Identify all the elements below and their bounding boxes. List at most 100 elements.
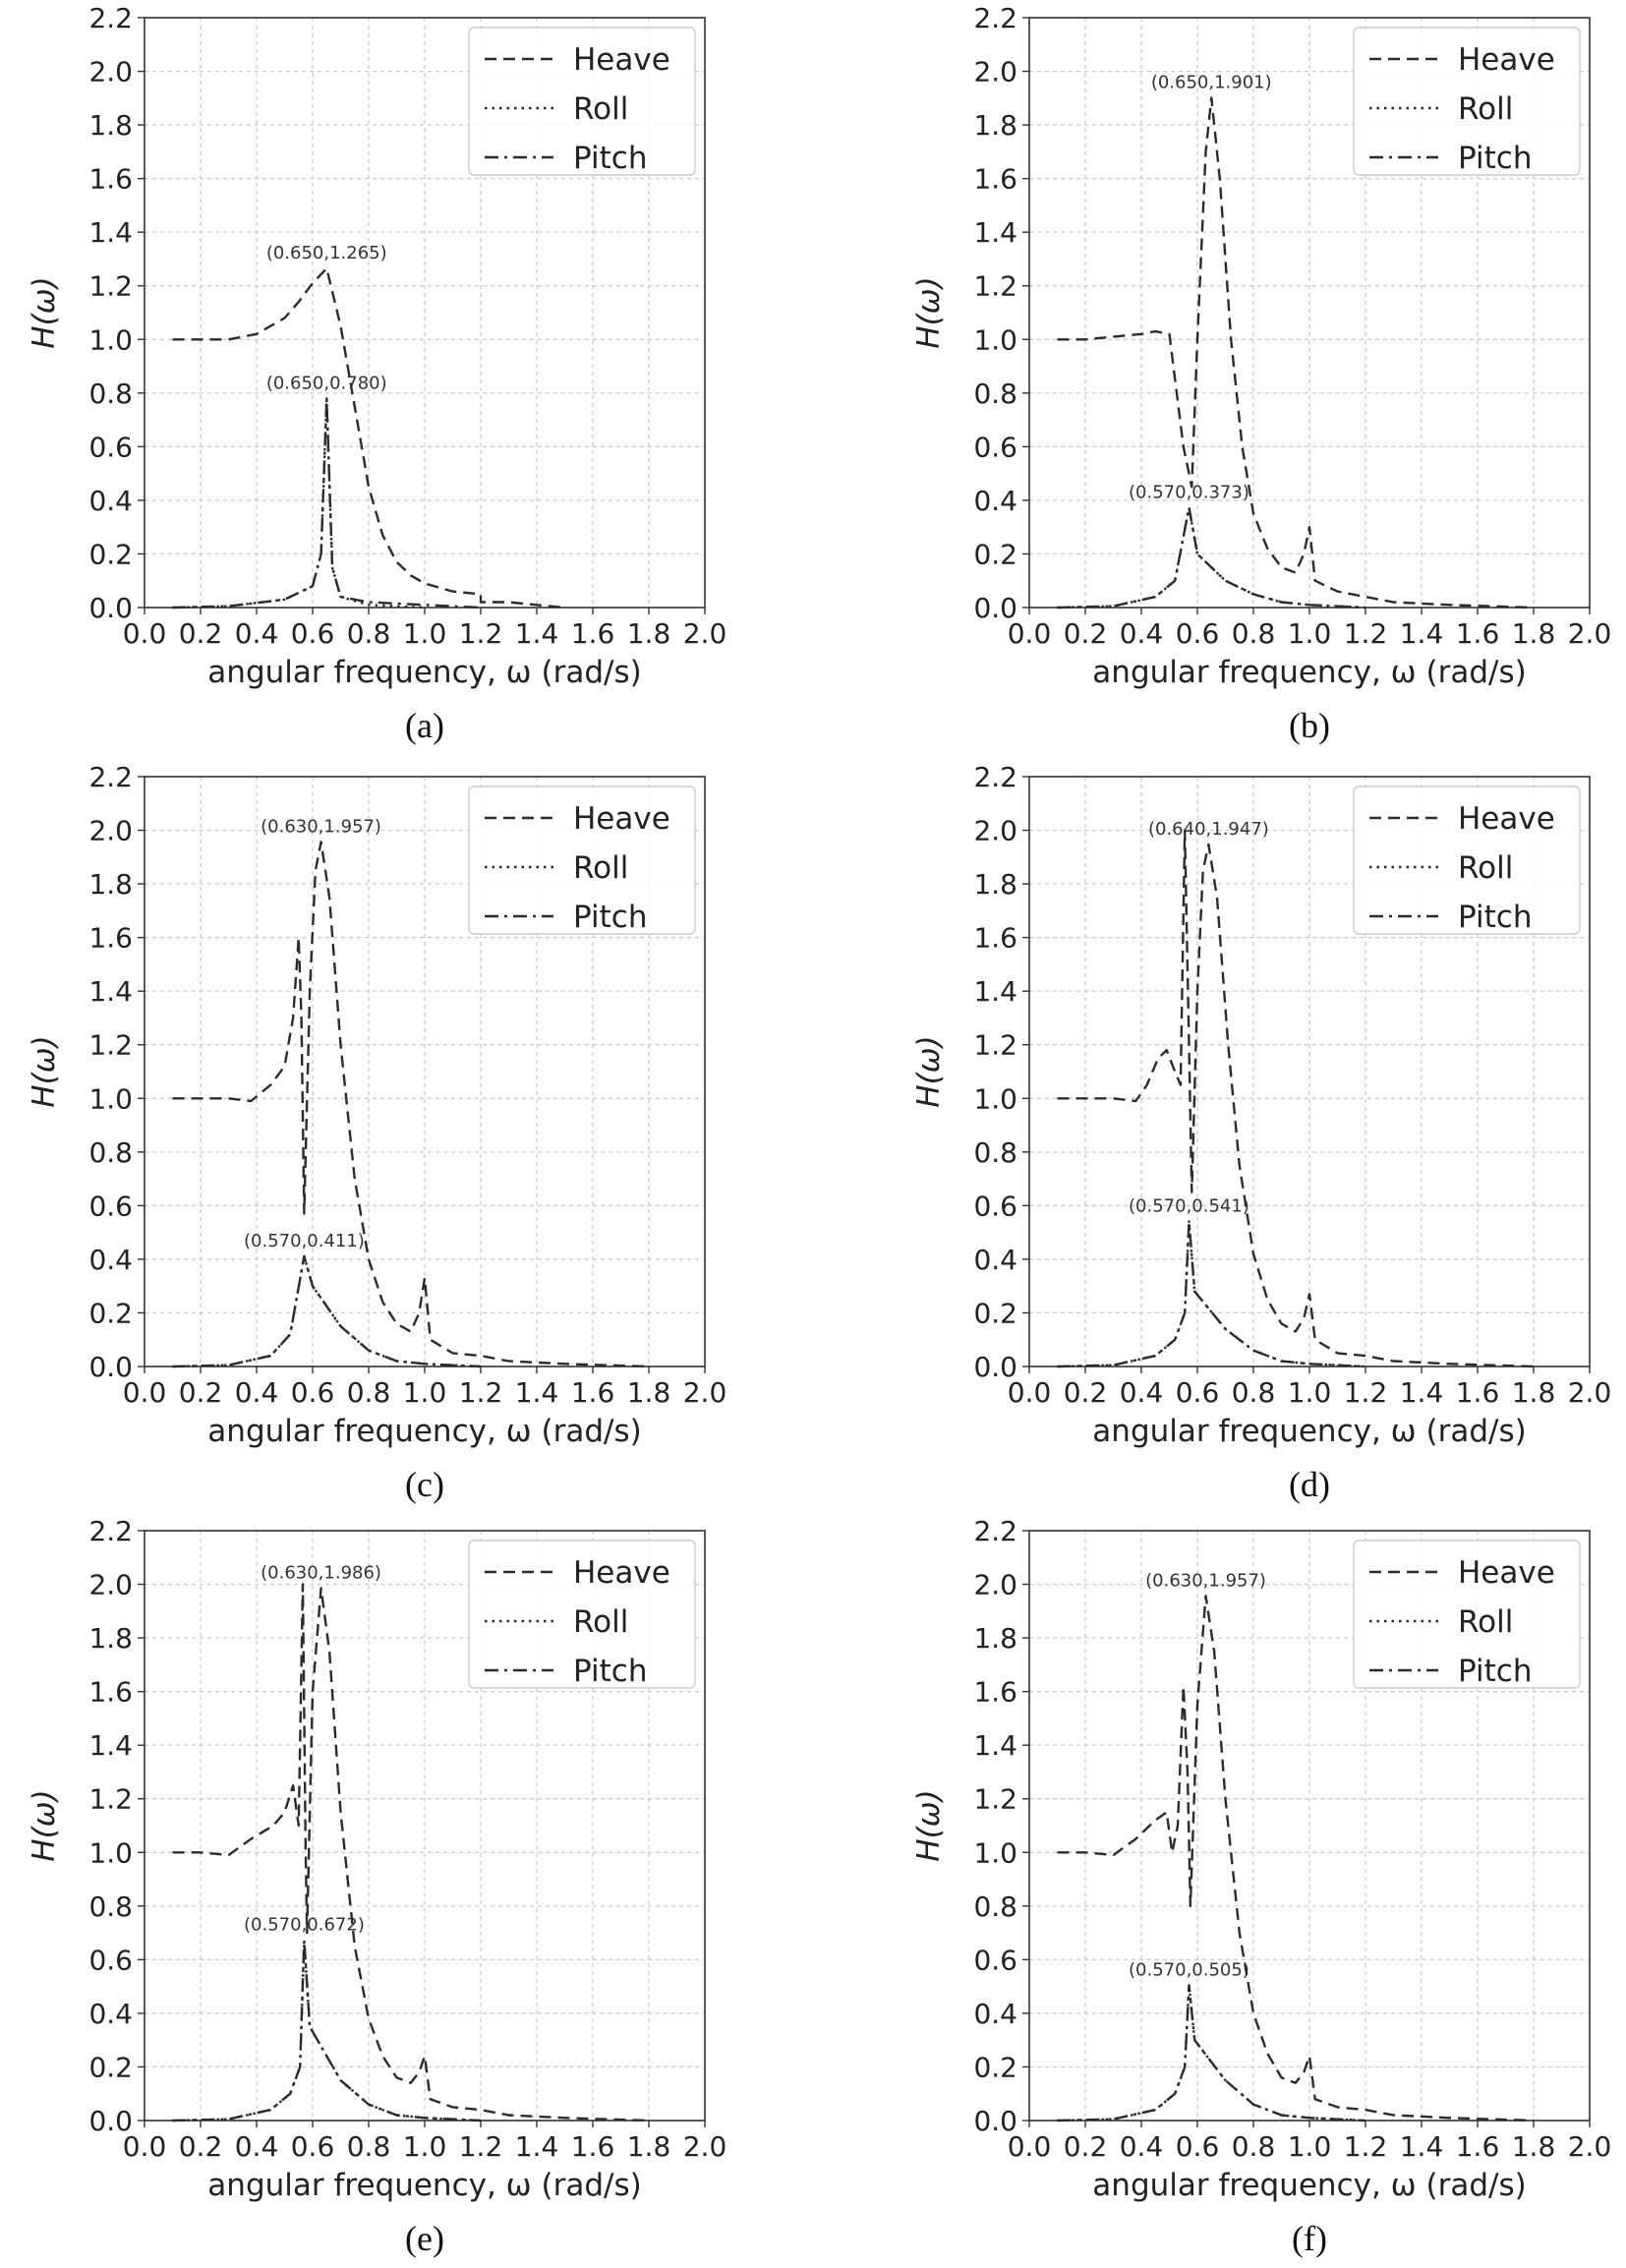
- x-tick-label: 1.4: [1400, 2130, 1444, 2163]
- y-tick-label: 0.8: [973, 378, 1017, 410]
- y-tick-label: 2.0: [973, 56, 1017, 88]
- x-tick-label: 0.6: [291, 1376, 335, 1409]
- series-line-roll: [172, 397, 426, 610]
- series-line-pitch: [172, 1939, 482, 2123]
- x-tick-label: 0.0: [1008, 617, 1052, 650]
- y-tick-label: 2.2: [88, 761, 133, 793]
- series-line-pitch: [1057, 1220, 1366, 1368]
- legend-label-roll: Roll: [573, 850, 628, 886]
- peak-annotation: (0.630,1.986): [261, 1562, 381, 1583]
- x-tick-label: 1.2: [459, 1376, 503, 1409]
- y-tick-label: 1.8: [88, 109, 133, 142]
- peak-annotation: (0.570,0.373): [1129, 482, 1249, 502]
- series-line-roll: [1057, 1220, 1366, 1368]
- panel-label: (c): [405, 1465, 444, 1504]
- chart-panel-c: 0.0 0.2 0.4 0.6 0.8 1.0 1.2 1.4 1.6 1.8 2.0 0.0 0.2 0…: [27, 761, 726, 1504]
- x-tick-label: 0.6: [1176, 2130, 1220, 2163]
- y-tick-label: 0.0: [973, 1351, 1017, 1383]
- series-line-heave: [1057, 96, 1535, 610]
- chart-panel-b: 0.0 0.2 0.4 0.6 0.8 1.0 1.2 1.4 1.6 1.8 2.0 0.0 0.2 0…: [911, 2, 1611, 745]
- x-tick-label: 1.6: [1456, 617, 1500, 650]
- y-tick-label: 1.2: [88, 270, 133, 303]
- x-tick-label: 1.6: [571, 1376, 615, 1409]
- y-tick-label: 1.4: [88, 975, 133, 1008]
- y-tick-label: 0.2: [88, 1297, 133, 1329]
- x-tick-label: 1.8: [1512, 2130, 1556, 2163]
- legend-label-heave: Heave: [1458, 42, 1555, 78]
- x-tick-label: 0.8: [347, 1376, 391, 1409]
- y-tick-label: 0.6: [973, 1944, 1017, 1976]
- panel-label: (b): [1289, 706, 1330, 745]
- y-tick-label: 1.4: [88, 1729, 133, 1762]
- y-tick-label: 0.0: [88, 1351, 133, 1383]
- legend-box: [1353, 27, 1581, 176]
- y-tick-label: 1.2: [973, 1783, 1017, 1816]
- y-tick-label: 2.0: [88, 1569, 133, 1601]
- legend-label-heave: Heave: [1458, 1555, 1555, 1591]
- x-axis-label: angular frequency, ω (rad/s): [207, 655, 641, 690]
- peak-annotation: (0.650,1.265): [266, 243, 387, 263]
- y-tick-label: 1.0: [973, 323, 1017, 356]
- y-tick-label: 1.6: [973, 1676, 1017, 1709]
- x-tick-label: 0.4: [1120, 617, 1164, 650]
- peak-annotation: (0.570,0.672): [244, 1915, 365, 1936]
- legend-label-pitch: Pitch: [573, 1654, 647, 1689]
- x-tick-label: 0.2: [179, 1376, 223, 1409]
- y-tick-label: 0.2: [973, 538, 1017, 570]
- legend-label-roll: Roll: [573, 91, 628, 127]
- chart-panel-f: 0.0 0.2 0.4 0.6 0.8 1.0 1.2 1.4 1.6 1.8 2.0 0.0 0.2 0…: [911, 1515, 1611, 2258]
- x-tick-label: 1.0: [1288, 1376, 1332, 1409]
- x-tick-label: 1.4: [515, 2130, 559, 2163]
- y-axis-label: H(ω): [27, 1789, 62, 1861]
- legend: Heave Roll Pitch: [468, 1540, 696, 1689]
- x-tick-label: 1.0: [403, 617, 447, 650]
- series-line-roll: [1057, 506, 1366, 610]
- chart-panel-e: 0.0 0.2 0.4 0.6 0.8 1.0 1.2 1.4 1.6 1.8 2.0 0.0 0.2 0…: [27, 1515, 726, 2258]
- legend: Heave Roll Pitch: [1353, 1540, 1581, 1689]
- x-tick-label: 0.6: [291, 2130, 335, 2163]
- peak-annotation: (0.570,0.505): [1129, 1959, 1249, 1980]
- chart-panel-d: 0.0 0.2 0.4 0.6 0.8 1.0 1.2 1.4 1.6 1.8 2.0 0.0 0.2 0…: [911, 761, 1611, 1504]
- x-tick-label: 0.2: [1064, 2130, 1108, 2163]
- x-tick-label: 1.0: [1288, 2130, 1332, 2163]
- x-tick-label: 0.8: [1232, 2130, 1276, 2163]
- y-tick-label: 0.8: [973, 1136, 1017, 1169]
- y-tick-label: 0.2: [88, 538, 133, 570]
- y-tick-label: 0.8: [88, 1136, 133, 1169]
- x-tick-label: 1.8: [1512, 617, 1556, 650]
- x-tick-label: 1.4: [515, 617, 559, 650]
- series-line-roll: [172, 1939, 482, 2123]
- y-tick-label: 0.2: [973, 1297, 1017, 1329]
- y-tick-label: 2.2: [973, 2, 1017, 34]
- peak-annotation: (0.570,0.411): [244, 1231, 365, 1251]
- legend-label-pitch: Pitch: [1458, 1654, 1532, 1689]
- legend-box: [1353, 785, 1581, 935]
- y-tick-label: 1.0: [973, 1082, 1017, 1115]
- y-tick-label: 1.2: [88, 1783, 133, 1816]
- x-tick-label: 0.2: [1064, 1376, 1108, 1409]
- y-tick-label: 1.0: [88, 1836, 133, 1869]
- legend-box: [468, 27, 696, 176]
- y-tick-label: 2.0: [973, 1569, 1017, 1601]
- x-tick-label: 2.0: [683, 2130, 727, 2163]
- x-tick-label: 0.0: [123, 617, 167, 650]
- y-tick-label: 0.2: [973, 2051, 1017, 2083]
- x-tick-label: 1.6: [1456, 2130, 1500, 2163]
- x-tick-label: 0.2: [179, 2130, 223, 2163]
- y-tick-label: 1.2: [973, 1029, 1017, 1062]
- panel-label: (d): [1289, 1465, 1330, 1504]
- peak-annotation: (0.630,1.957): [1145, 1570, 1266, 1591]
- x-tick-label: 2.0: [683, 1376, 727, 1409]
- x-tick-label: 0.6: [1176, 1376, 1220, 1409]
- legend-label-roll: Roll: [1458, 1604, 1513, 1640]
- y-tick-label: 2.2: [88, 2, 133, 34]
- y-tick-label: 2.0: [88, 815, 133, 847]
- legend-label-pitch: Pitch: [1458, 141, 1532, 176]
- panel-label: (e): [405, 2219, 444, 2258]
- y-axis-label: H(ω): [27, 1035, 62, 1107]
- legend-label-roll: Roll: [1458, 91, 1513, 127]
- y-tick-label: 0.6: [973, 1190, 1017, 1222]
- y-tick-label: 0.6: [973, 431, 1017, 463]
- y-tick-label: 1.8: [88, 868, 133, 901]
